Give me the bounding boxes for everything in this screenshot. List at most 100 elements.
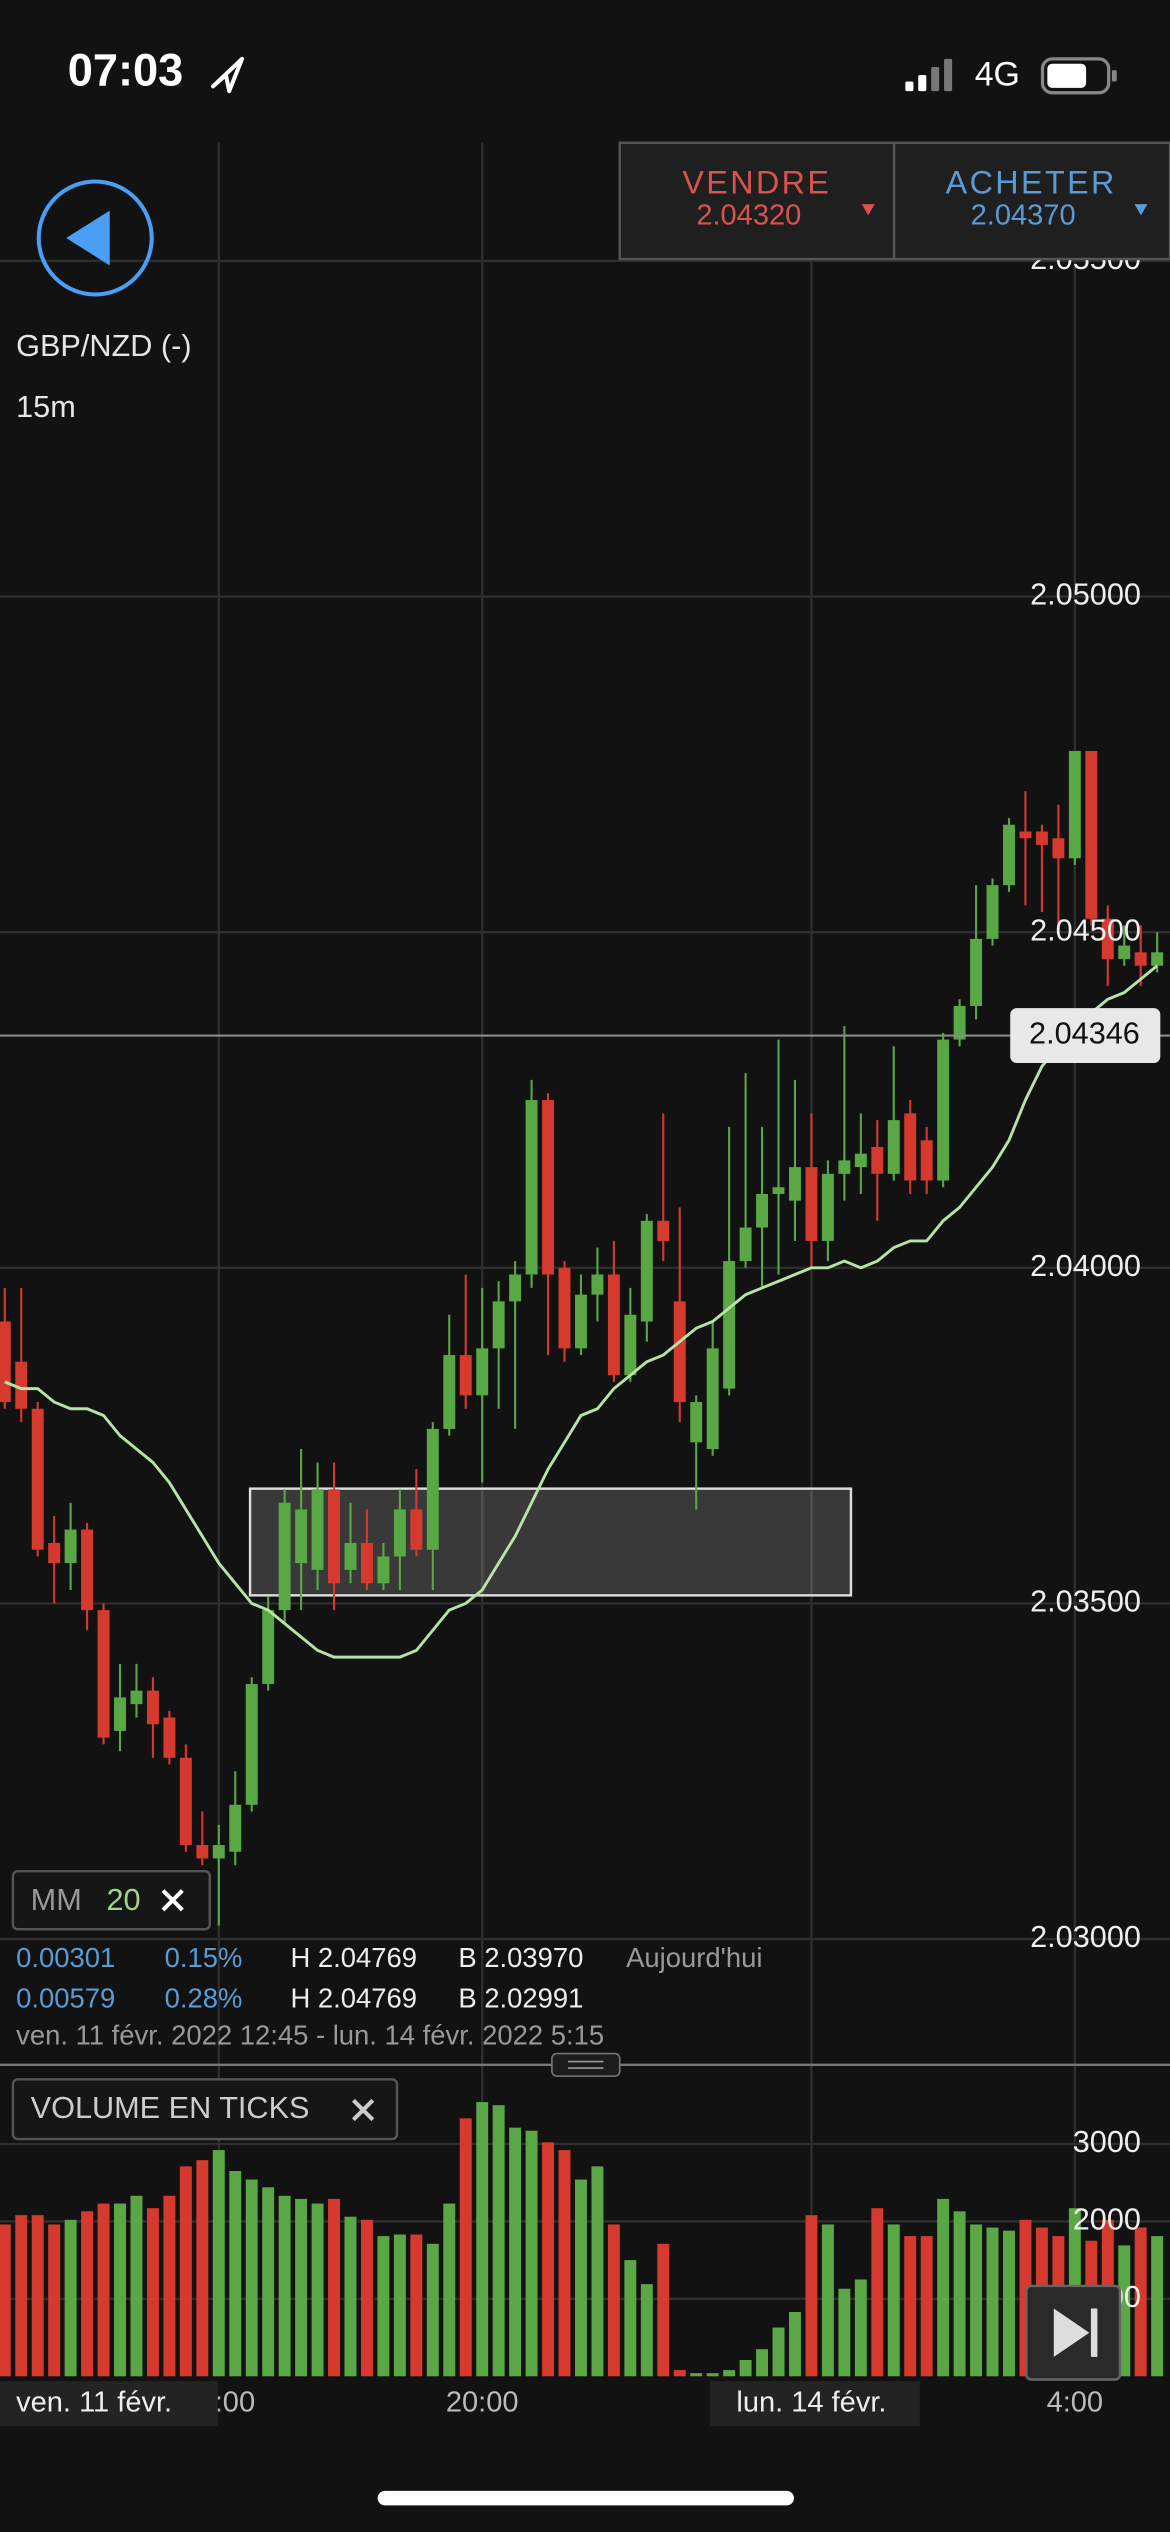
handle-grip [568,2060,604,2069]
stat: H 2.04769 [290,1983,417,2014]
x-tick-label: 20:00 [446,2386,519,2418]
stat: 0.00301 [16,1942,115,1973]
candle-body [64,1529,77,1564]
candle-body [295,1509,308,1564]
y-tick-label: 2.05000 [1030,578,1141,612]
stat: 0.28% [165,1983,243,2014]
candle-body [574,1294,587,1349]
volume-bar [723,2370,736,2377]
volume-bar [739,2360,752,2377]
volume-bar [871,2208,884,2377]
volume-bar [459,2118,472,2377]
volume-bar [904,2236,917,2377]
volume-bar [81,2211,94,2377]
resize-handle[interactable] [551,2052,621,2077]
volume-bar [1003,2230,1015,2377]
back-button[interactable] [36,179,154,297]
volume-bar [607,2224,620,2377]
volume-bar [0,2224,11,2377]
candle-body [986,885,999,939]
volume-bar [706,2373,719,2377]
volume-bar [805,2215,818,2377]
candle-body [146,1690,159,1725]
candle-body [311,1489,324,1570]
volume-bar [328,2198,340,2377]
stat: B 2.02991 [458,1983,583,2014]
grid [0,142,1170,2377]
candle-body [0,1321,11,1403]
volume-bar [48,2224,61,2377]
buy-label: ACHETER [946,164,1117,200]
candle-body [871,1146,884,1174]
candle-body [706,1348,719,1450]
candle-body [723,1261,736,1389]
y-tick-label: 2.03500 [1030,1585,1141,1619]
stat: Aujourd'hui [626,1942,762,1973]
candle-body [772,1187,785,1194]
candle-body [838,1160,851,1174]
candle-body [509,1274,522,1302]
candle-body [1134,952,1147,966]
volume-bar [15,2215,28,2377]
buy-price: 2.04370 [971,200,1076,232]
date-range: ven. 11 févr. 2022 12:45 - lun. 14 févr.… [16,2020,604,2051]
candle-body [212,1845,225,1859]
y-tick-label: 2.04500 [1030,913,1141,947]
candle-body [1118,945,1131,960]
volume-bar [212,2150,225,2377]
volume-bar [624,2260,637,2377]
candle-body [328,1489,340,1584]
volume-bar [574,2179,587,2377]
volume-bar [887,2224,900,2377]
volume-close[interactable] [351,2098,375,2122]
last-price-box [1010,1008,1161,1063]
volume-chip[interactable] [11,2078,399,2141]
volume-bar [986,2227,999,2377]
volume-plot [0,2102,1164,2377]
x-axis-over: lun. 14 févr. [736,2386,886,2418]
volume-bar [854,2279,867,2377]
indicator-chip[interactable] [11,1869,212,1931]
candle-body [970,938,983,1007]
network: 4G [975,56,1020,94]
volume-bar [492,2105,505,2377]
axis-labels: 2.030002.035002.040002.045002.050002.055… [1010,242,1161,2314]
volume-bar [377,2236,390,2377]
volume-bar [31,2215,44,2377]
volume-bar [146,2208,159,2377]
candle-body [426,1428,439,1550]
candle-body [459,1355,472,1396]
candle-body [245,1683,258,1805]
candle-body [393,1509,406,1557]
volume-bar [1118,2245,1131,2377]
sell-button[interactable]: VENDRE 2.04320 [682,164,875,232]
back-icon [66,210,110,266]
volume-bar [756,2349,769,2377]
candle-body [525,1099,538,1275]
candle-body [492,1301,505,1349]
volume-bar [130,2195,143,2377]
sell-price: 2.04320 [696,200,801,232]
volume-bar [591,2166,604,2377]
last-price-label: 2.04346 [1029,1017,1140,1051]
volume-bar [821,2224,834,2377]
buy-button[interactable]: ACHETER 2.04370 [946,164,1148,232]
volume-bar [311,2203,324,2377]
plot [0,750,1170,1926]
indicator-period: 20 [107,1883,141,1917]
candle-body [690,1402,703,1443]
timeframe: 15m [16,390,76,424]
volume-title: VOLUME EN TICKS [31,2091,310,2125]
home-indicator [377,2490,794,2506]
stat: H 2.04769 [290,1942,417,1973]
candle-body [97,1610,110,1738]
candle-body [1052,838,1065,859]
signal-icon [905,58,953,92]
candle-body [756,1193,769,1228]
indicator-close[interactable] [161,1889,184,1912]
moving-average [4,964,1159,1659]
location-icon [211,56,245,94]
sell-arrow [861,204,875,216]
clock: 07:03 [68,44,184,95]
